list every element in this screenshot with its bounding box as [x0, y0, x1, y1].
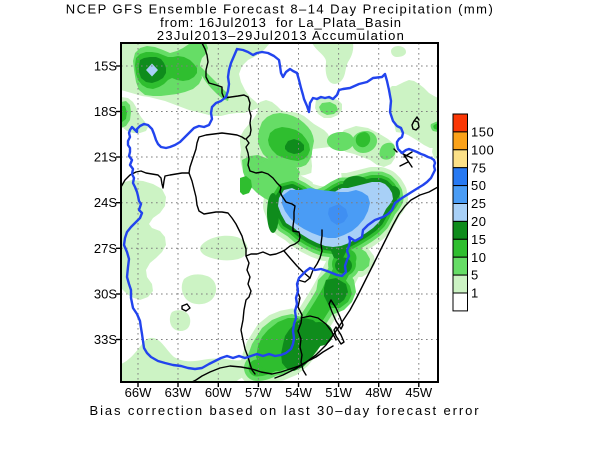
svg-text:15: 15: [471, 232, 486, 247]
svg-text:51W: 51W: [325, 385, 352, 400]
svg-text:45W: 45W: [405, 385, 432, 400]
svg-text:60W: 60W: [205, 385, 232, 400]
svg-text:75: 75: [471, 160, 486, 175]
svg-text:30S: 30S: [94, 287, 117, 302]
svg-text:Bias correction based on last: Bias correction based on last 30–day for…: [90, 403, 481, 418]
svg-text:20: 20: [471, 214, 486, 229]
svg-text:57W: 57W: [245, 385, 272, 400]
svg-text:from: 16Jul2013 for La_Plata_: from: 16Jul2013 for La_Plata_Basin: [160, 15, 402, 30]
svg-text:50: 50: [471, 178, 486, 193]
svg-text:24S: 24S: [94, 195, 117, 210]
svg-text:150: 150: [471, 125, 494, 140]
svg-text:100: 100: [471, 142, 494, 157]
svg-text:48W: 48W: [365, 385, 392, 400]
svg-text:5: 5: [471, 268, 479, 283]
svg-text:21S: 21S: [94, 150, 117, 165]
svg-text:27S: 27S: [94, 241, 117, 256]
svg-text:33S: 33S: [94, 332, 117, 347]
svg-text:NCEP GFS Ensemble Forecast 8–1: NCEP GFS Ensemble Forecast 8–14 Day Prec…: [66, 2, 494, 17]
svg-text:25: 25: [471, 196, 486, 211]
svg-text:66W: 66W: [125, 385, 152, 400]
svg-text:10: 10: [471, 250, 486, 265]
svg-text:63W: 63W: [165, 385, 192, 400]
svg-text:54W: 54W: [285, 385, 312, 400]
svg-text:18S: 18S: [94, 104, 117, 119]
svg-text:1: 1: [471, 286, 479, 301]
svg-text:15S: 15S: [94, 59, 117, 74]
svg-text:23Jul2013–29Jul2013 Accumulati: 23Jul2013–29Jul2013 Accumulation: [157, 28, 405, 43]
